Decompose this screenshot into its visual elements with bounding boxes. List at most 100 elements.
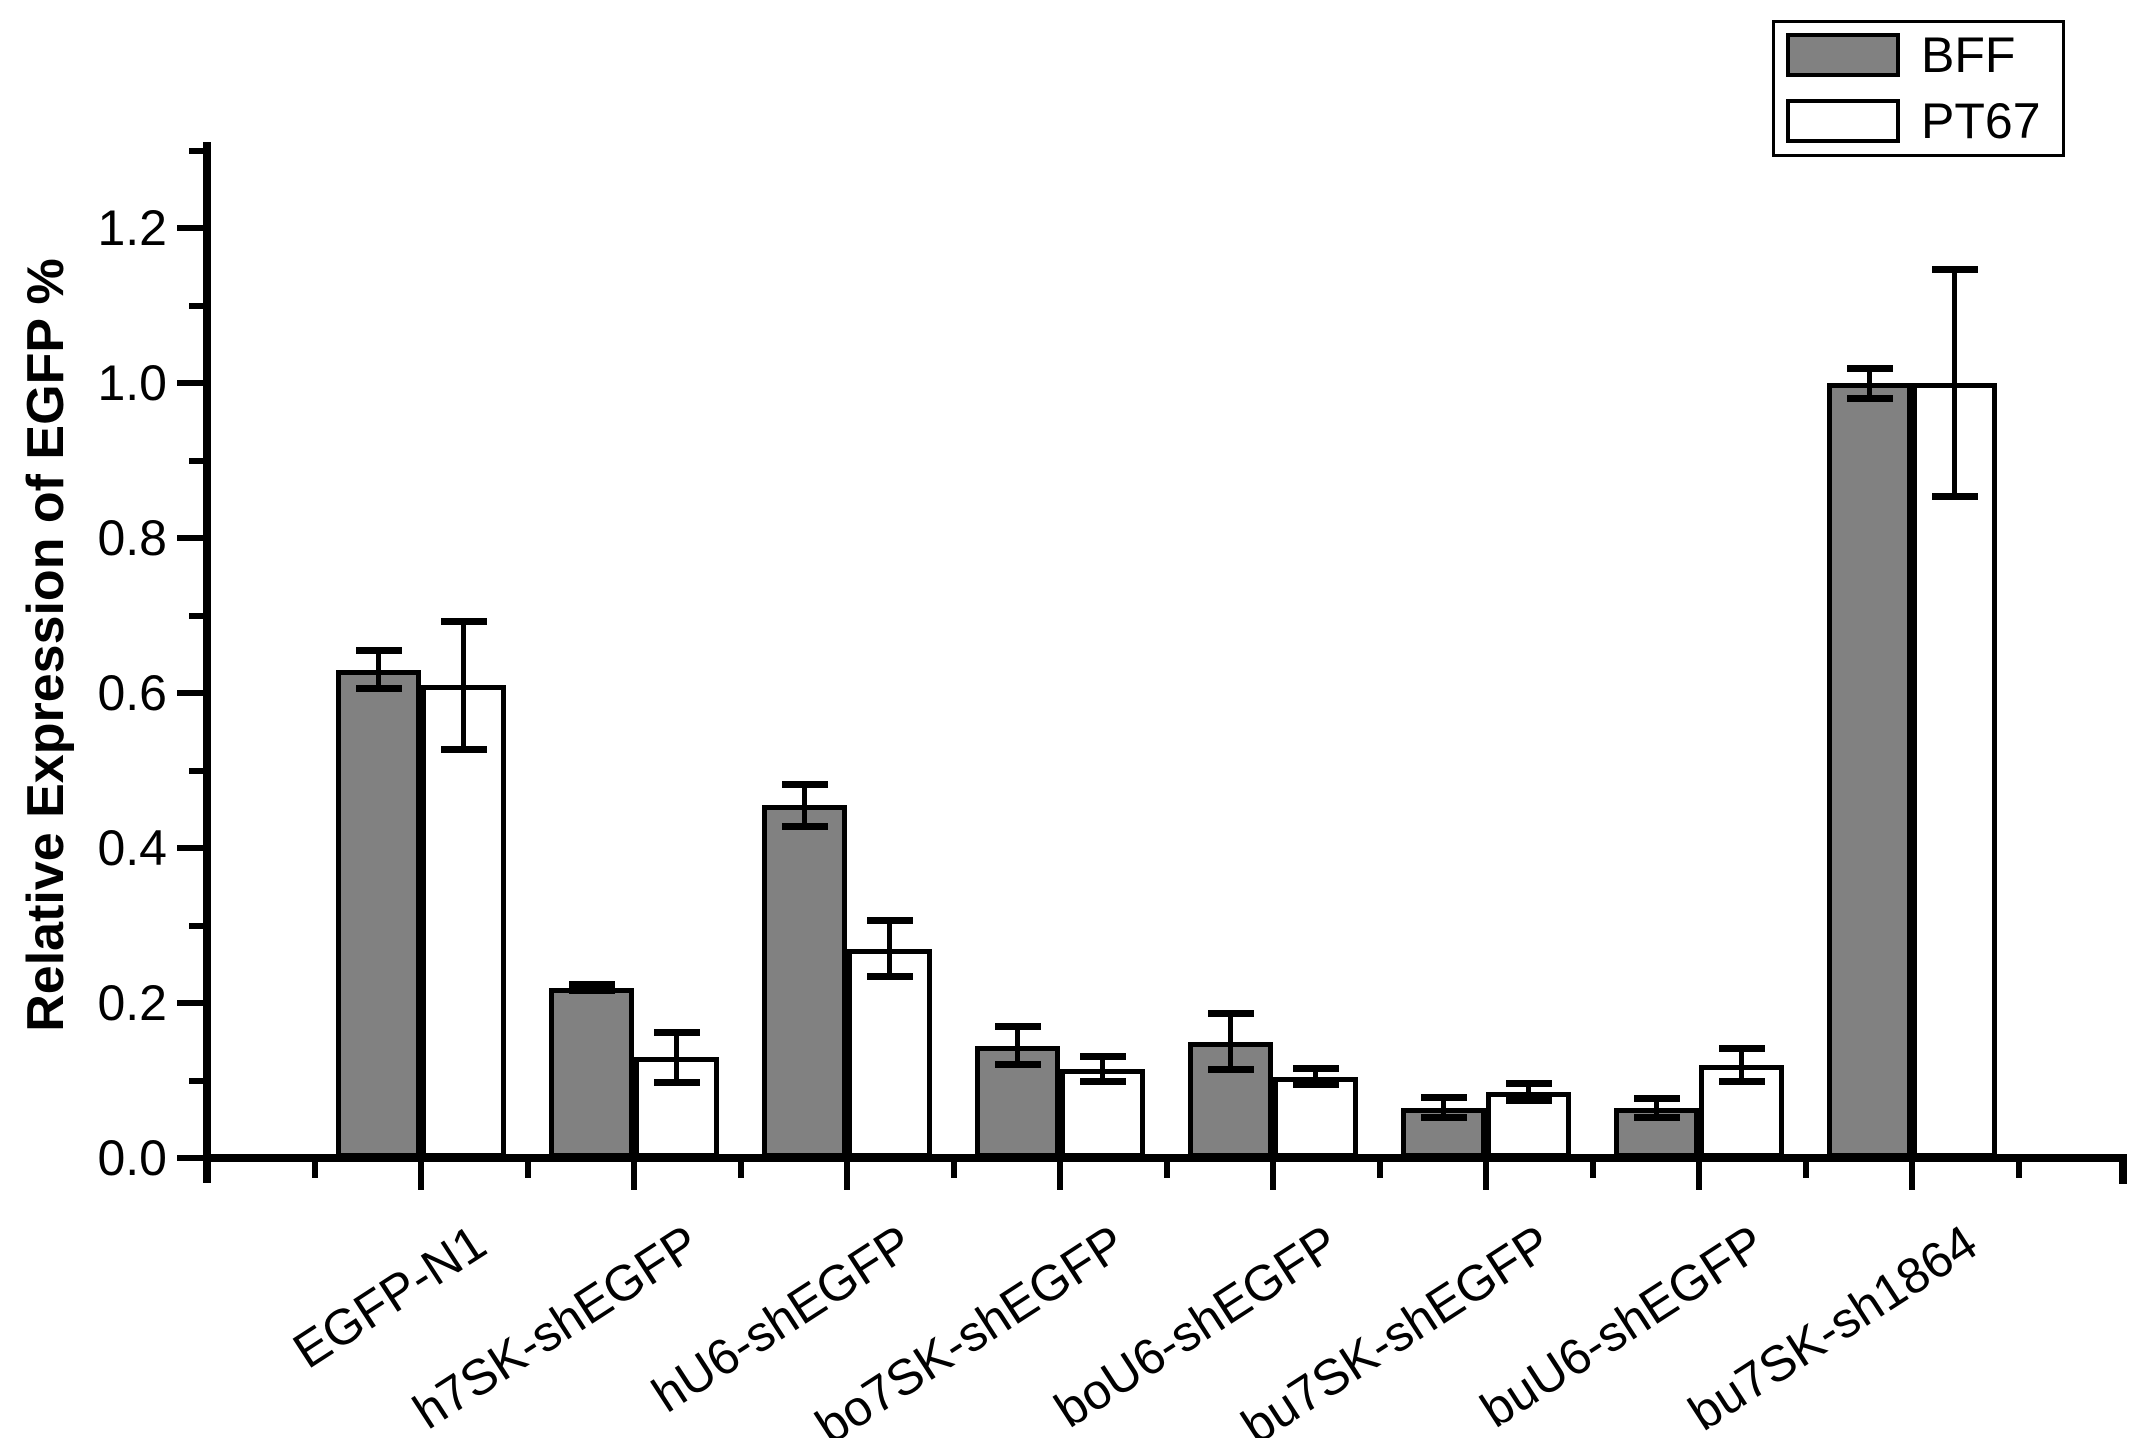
- y-axis-line: [203, 142, 211, 1183]
- error-bar: [1441, 1096, 1446, 1119]
- x-major-tick: [1270, 1162, 1276, 1190]
- error-cap-bottom: [781, 823, 828, 831]
- y-major-tick: [177, 1000, 203, 1006]
- error-cap-top: [1846, 364, 1893, 372]
- error-bar: [1526, 1082, 1531, 1102]
- error-cap-top: [1505, 1079, 1552, 1087]
- error-cap-bottom: [1633, 1113, 1680, 1121]
- error-cap-bottom: [653, 1078, 700, 1086]
- x-major-tick: [1057, 1162, 1063, 1190]
- error-cap-bottom: [866, 973, 913, 981]
- error-cap-top: [866, 917, 913, 925]
- legend-swatch-bff: [1786, 33, 1900, 77]
- error-cap-top: [653, 1028, 700, 1036]
- bar-pt67-4: [1273, 1076, 1358, 1158]
- y-major-tick: [177, 690, 203, 696]
- error-bar: [1952, 269, 1957, 497]
- y-minor-tick: [189, 302, 203, 309]
- error-cap-bottom: [994, 1061, 1041, 1068]
- y-minor-tick: [189, 1077, 203, 1084]
- x-axis-end-tick: [2119, 1158, 2127, 1184]
- y-tick-label: 0.8: [97, 510, 167, 566]
- error-bar: [1313, 1068, 1318, 1086]
- x-minor-tick: [311, 1162, 318, 1178]
- x-minor-tick: [524, 1162, 531, 1178]
- legend: BFF PT67: [1772, 20, 2065, 157]
- y-minor-tick: [189, 457, 203, 464]
- y-major-tick: [177, 1155, 203, 1161]
- y-tick-label: 0.0: [97, 1130, 167, 1186]
- y-major-tick: [177, 380, 203, 386]
- error-bar: [887, 920, 892, 978]
- x-major-tick: [1696, 1162, 1702, 1190]
- y-minor-tick: [189, 767, 203, 774]
- bar-pt67-2: [847, 948, 932, 1158]
- y-tick-label: 1.0: [97, 355, 167, 411]
- error-cap-bottom: [440, 745, 487, 753]
- x-minor-tick: [1163, 1162, 1170, 1178]
- error-cap-top: [568, 980, 615, 988]
- x-minor-tick: [737, 1162, 744, 1178]
- error-bar: [674, 1031, 679, 1083]
- error-cap-top: [1079, 1052, 1126, 1060]
- y-minor-tick: [189, 147, 203, 154]
- y-minor-tick: [189, 922, 203, 929]
- error-bar: [1228, 1013, 1233, 1071]
- error-cap-bottom: [1207, 1066, 1254, 1074]
- x-major-tick: [631, 1162, 637, 1190]
- error-cap-bottom: [1505, 1097, 1552, 1105]
- error-cap-top: [1420, 1093, 1467, 1101]
- error-cap-top: [1633, 1094, 1680, 1102]
- error-cap-top: [781, 780, 828, 788]
- error-cap-bottom: [1420, 1114, 1467, 1122]
- error-bar: [461, 620, 466, 750]
- y-tick-label: 1.2: [97, 200, 167, 256]
- error-bar: [1654, 1097, 1659, 1118]
- error-cap-bottom: [1718, 1078, 1765, 1086]
- legend-label-pt67: PT67: [1921, 93, 2041, 149]
- error-cap-top: [1718, 1044, 1765, 1052]
- error-cap-bottom: [568, 987, 615, 995]
- y-tick-label: 0.6: [97, 665, 167, 721]
- error-bar: [1015, 1026, 1020, 1065]
- x-minor-tick: [950, 1162, 957, 1178]
- error-cap-bottom: [1931, 492, 1978, 500]
- x-major-tick: [1909, 1162, 1915, 1190]
- error-bar: [1739, 1047, 1744, 1083]
- bar-pt67-7: [1912, 383, 1997, 1158]
- x-minor-tick: [2015, 1162, 2022, 1178]
- bar-bff-7: [1827, 383, 1912, 1158]
- y-tick-label: 0.2: [97, 975, 167, 1031]
- bar-bff-1: [549, 987, 634, 1158]
- legend-swatch-pt67: [1786, 99, 1900, 143]
- error-cap-top: [440, 617, 487, 625]
- y-major-tick: [177, 225, 203, 231]
- y-minor-tick: [189, 612, 203, 619]
- bar-bff-0: [336, 669, 421, 1158]
- error-cap-top: [1207, 1010, 1254, 1018]
- x-minor-tick: [1802, 1162, 1809, 1178]
- error-cap-top: [355, 647, 402, 655]
- error-cap-top: [1931, 266, 1978, 274]
- x-major-tick: [418, 1162, 424, 1190]
- bar-bff-2: [762, 805, 847, 1158]
- error-cap-bottom: [1846, 394, 1893, 402]
- error-cap-top: [1292, 1065, 1339, 1073]
- error-bar: [1867, 367, 1872, 399]
- error-bar: [802, 783, 807, 828]
- error-cap-top: [994, 1023, 1041, 1031]
- error-cap-bottom: [355, 685, 402, 693]
- y-tick-label: 0.4: [97, 820, 167, 876]
- legend-label-bff: BFF: [1921, 27, 2016, 83]
- bar-bff-3: [975, 1045, 1060, 1158]
- x-major-tick: [1483, 1162, 1489, 1190]
- x-axis-line: [203, 1154, 2127, 1162]
- error-cap-bottom: [1079, 1078, 1126, 1086]
- error-bar: [1100, 1055, 1105, 1083]
- x-major-tick: [844, 1162, 850, 1190]
- x-minor-tick: [1589, 1162, 1596, 1178]
- error-bar: [376, 650, 381, 690]
- y-major-tick: [177, 845, 203, 851]
- bar-pt67-0: [421, 685, 506, 1158]
